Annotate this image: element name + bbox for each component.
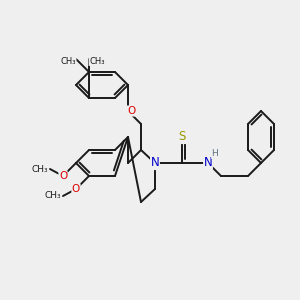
Text: CH₃: CH₃ <box>89 56 104 65</box>
Text: CH₃: CH₃ <box>44 191 61 200</box>
Text: O: O <box>127 106 135 116</box>
Text: O: O <box>59 171 67 181</box>
Text: N: N <box>204 157 212 169</box>
Text: O: O <box>72 184 80 194</box>
Text: CH₃: CH₃ <box>61 56 76 65</box>
Text: N: N <box>151 157 159 169</box>
Text: S: S <box>178 130 186 143</box>
Text: H: H <box>212 149 218 158</box>
Text: CH₃: CH₃ <box>32 164 48 173</box>
